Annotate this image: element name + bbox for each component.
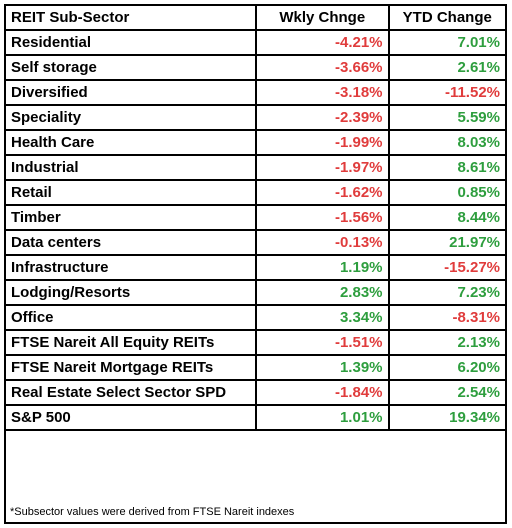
row-ytd-change: -11.52% <box>387 79 508 106</box>
table-header-row: REIT Sub-Sector Wkly Chnge YTD Change <box>4 4 508 31</box>
row-sub-sector: Health Care <box>4 129 257 156</box>
table-row: FTSE Nareit Mortgage REITs 1.39% 6.20% <box>4 354 508 381</box>
row-ytd-change: 8.61% <box>387 154 508 181</box>
row-weekly-change: -3.18% <box>255 79 390 106</box>
row-sub-sector: Industrial <box>4 154 257 181</box>
row-sub-sector: FTSE Nareit All Equity REITs <box>4 329 257 356</box>
header-weekly-change: Wkly Chnge <box>255 4 390 31</box>
reit-performance-table: REIT Sub-Sector Wkly Chnge YTD Change Re… <box>4 4 508 431</box>
row-sub-sector: Data centers <box>4 229 257 256</box>
row-sub-sector: S&P 500 <box>4 404 257 431</box>
row-weekly-change: -1.62% <box>255 179 390 206</box>
reit-table-frame: REIT Sub-Sector Wkly Chnge YTD Change Re… <box>4 4 508 524</box>
row-weekly-change: -3.66% <box>255 54 390 81</box>
row-weekly-change: 1.01% <box>255 404 390 431</box>
table-row: Retail -1.62% 0.85% <box>4 179 508 206</box>
row-weekly-change: -1.51% <box>255 329 390 356</box>
table-row: Office 3.34% -8.31% <box>4 304 508 331</box>
table-row: Diversified -3.18% -11.52% <box>4 79 508 106</box>
row-weekly-change: -4.21% <box>255 29 390 56</box>
table-row: Residential -4.21% 7.01% <box>4 29 508 56</box>
row-ytd-change: 2.61% <box>387 54 508 81</box>
table-row: Health Care -1.99% 8.03% <box>4 129 508 156</box>
row-ytd-change: 8.03% <box>387 129 508 156</box>
row-ytd-change: 7.01% <box>387 29 508 56</box>
row-sub-sector: Residential <box>4 29 257 56</box>
row-weekly-change: 1.39% <box>255 354 390 381</box>
row-sub-sector: Infrastructure <box>4 254 257 281</box>
row-ytd-change: 21.97% <box>387 229 508 256</box>
row-sub-sector: Real Estate Select Sector SPD <box>4 379 257 406</box>
table-body: Residential -4.21% 7.01% Self storage -3.66%… <box>4 29 508 431</box>
row-ytd-change: 0.85% <box>387 179 508 206</box>
table-row: Lodging/Resorts 2.83% 7.23% <box>4 279 508 306</box>
table-row: FTSE Nareit All Equity REITs -1.51% 2.13% <box>4 329 508 356</box>
row-weekly-change: 1.19% <box>255 254 390 281</box>
row-ytd-change: 7.23% <box>387 279 508 306</box>
table-row: Timber -1.56% 8.44% <box>4 204 508 231</box>
row-weekly-change: 2.83% <box>255 279 390 306</box>
row-sub-sector: Speciality <box>4 104 257 131</box>
row-sub-sector: Timber <box>4 204 257 231</box>
row-sub-sector: Diversified <box>4 79 257 106</box>
table-row: Infrastructure 1.19% -15.27% <box>4 254 508 281</box>
row-ytd-change: 2.54% <box>387 379 508 406</box>
table-row: Real Estate Select Sector SPD -1.84% 2.54% <box>4 379 508 406</box>
row-weekly-change: -1.84% <box>255 379 390 406</box>
table-row: Data centers -0.13% 21.97% <box>4 229 508 256</box>
row-weekly-change: -1.99% <box>255 129 390 156</box>
row-ytd-change: 5.59% <box>387 104 508 131</box>
row-weekly-change: -0.13% <box>255 229 390 256</box>
row-sub-sector: Self storage <box>4 54 257 81</box>
table-row: S&P 500 1.01% 19.34% <box>4 404 508 431</box>
row-weekly-change: -1.56% <box>255 204 390 231</box>
row-ytd-change: 2.13% <box>387 329 508 356</box>
table-row: Self storage -3.66% 2.61% <box>4 54 508 81</box>
table-row: Industrial -1.97% 8.61% <box>4 154 508 181</box>
row-ytd-change: -15.27% <box>387 254 508 281</box>
row-sub-sector: FTSE Nareit Mortgage REITs <box>4 354 257 381</box>
row-ytd-change: 8.44% <box>387 204 508 231</box>
row-sub-sector: Lodging/Resorts <box>4 279 257 306</box>
row-weekly-change: -1.97% <box>255 154 390 181</box>
header-sub-sector: REIT Sub-Sector <box>4 4 257 31</box>
row-sub-sector: Retail <box>4 179 257 206</box>
row-weekly-change: 3.34% <box>255 304 390 331</box>
footnote: *Subsector values were derived from FTSE… <box>10 506 295 518</box>
row-ytd-change: 6.20% <box>387 354 508 381</box>
header-ytd-change: YTD Change <box>387 4 508 31</box>
row-weekly-change: -2.39% <box>255 104 390 131</box>
row-ytd-change: -8.31% <box>387 304 508 331</box>
table-row: Speciality -2.39% 5.59% <box>4 104 508 131</box>
row-sub-sector: Office <box>4 304 257 331</box>
row-ytd-change: 19.34% <box>387 404 508 431</box>
